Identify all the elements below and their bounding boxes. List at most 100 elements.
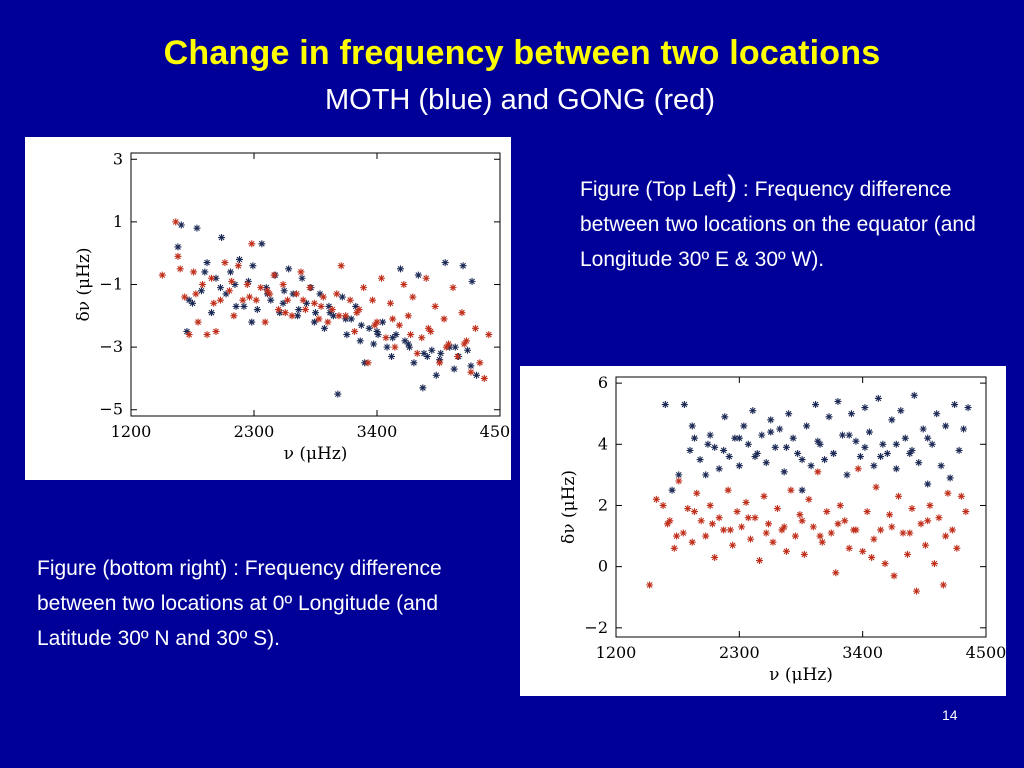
gong-point — [333, 290, 341, 298]
gong-point — [275, 306, 283, 314]
moth-point — [326, 309, 334, 317]
gong-point — [841, 517, 849, 525]
gong-point — [818, 538, 826, 546]
moth-point — [675, 471, 683, 479]
moth-point — [794, 449, 802, 457]
gong-point — [310, 299, 318, 307]
moth-point — [227, 268, 235, 276]
moth-series — [661, 391, 972, 494]
gong-point — [424, 324, 432, 332]
moth-point — [285, 265, 293, 273]
gong-point — [805, 495, 813, 503]
x-tick-label: 3400 — [357, 422, 398, 441]
chart-panel-bottom-right: 1200 2300 3400 4500 6 4 2 0 −2 ν (μHz) δν (μHz) — [520, 366, 1006, 696]
moth-point — [704, 440, 712, 448]
moth-point — [897, 407, 905, 415]
moth-point — [203, 259, 211, 267]
moth-point — [432, 371, 440, 379]
plot-frame — [130, 152, 501, 417]
gong-point — [427, 327, 435, 335]
moth-point — [838, 431, 846, 439]
moth-point — [910, 391, 918, 399]
gong-point — [315, 315, 323, 323]
gong-point — [485, 331, 493, 339]
description-top-left-paren: ) — [727, 170, 738, 203]
gong-point — [353, 309, 361, 317]
moth-point — [767, 416, 775, 424]
moth-point — [338, 293, 346, 301]
gong-point — [859, 547, 867, 555]
gong-point — [246, 293, 254, 301]
gong-point — [364, 359, 372, 367]
gong-point — [886, 511, 894, 519]
moth-point — [735, 462, 743, 470]
gong-point — [284, 296, 292, 304]
moth-point — [312, 309, 319, 317]
gong-point — [942, 532, 950, 540]
gong-point — [386, 299, 394, 307]
moth-point — [174, 243, 182, 251]
gong-point — [715, 514, 723, 522]
moth-point — [785, 410, 793, 418]
moth-point — [392, 331, 400, 339]
moth-point — [352, 302, 360, 310]
moth-point — [861, 443, 869, 451]
gong-point — [908, 505, 916, 513]
gong-point — [212, 327, 220, 335]
gong-point — [208, 274, 216, 282]
slide-subtitle: MOTH (blue) and GONG (red) — [325, 84, 715, 116]
gong-point — [962, 508, 970, 516]
moth-point — [865, 428, 873, 436]
gong-point — [895, 492, 903, 500]
gong-point — [796, 511, 804, 519]
gong-point — [899, 529, 907, 537]
gong-point — [809, 523, 817, 531]
moth-point — [216, 284, 224, 292]
moth-point — [183, 327, 191, 335]
gong-point — [747, 535, 755, 543]
moth-point — [401, 337, 409, 345]
gong-point — [760, 492, 768, 500]
moth-point — [771, 443, 779, 451]
gong-point — [912, 587, 920, 595]
y-tick-label: 1 — [113, 212, 123, 231]
gong-point — [827, 529, 835, 537]
moth-point — [776, 425, 784, 433]
gong-point — [389, 315, 397, 323]
moth-point — [751, 453, 759, 461]
moth-point — [410, 359, 418, 367]
gong-point — [279, 281, 287, 288]
gong-point — [263, 287, 271, 295]
gong-point — [460, 340, 468, 348]
gong-point — [904, 550, 912, 558]
gong-point — [814, 468, 822, 476]
moth-point — [807, 462, 815, 470]
gong-point — [174, 252, 182, 260]
moth-point — [924, 480, 932, 488]
moth-point — [379, 318, 387, 326]
moth-point — [437, 349, 445, 357]
moth-point — [937, 462, 945, 470]
gong-point — [404, 312, 412, 320]
moth-point — [924, 434, 932, 442]
moth-point — [235, 255, 243, 263]
y-tick-label: −3 — [99, 337, 123, 356]
moth-point — [780, 468, 788, 476]
moth-point — [915, 459, 923, 467]
gong-point — [924, 517, 932, 525]
moth-point — [852, 437, 860, 445]
moth-point — [789, 434, 797, 442]
moth-point — [845, 431, 853, 439]
gong-point — [181, 293, 189, 301]
gong-point — [297, 268, 305, 276]
moth-point — [892, 465, 900, 473]
moth-point — [276, 309, 284, 317]
gong-point — [670, 544, 678, 552]
gong-point — [382, 334, 390, 342]
moth-point — [877, 453, 885, 461]
gong-point — [270, 271, 278, 279]
gong-point — [652, 495, 660, 503]
gong-point — [176, 265, 184, 273]
gong-point — [319, 293, 327, 301]
moth-point — [686, 446, 694, 454]
